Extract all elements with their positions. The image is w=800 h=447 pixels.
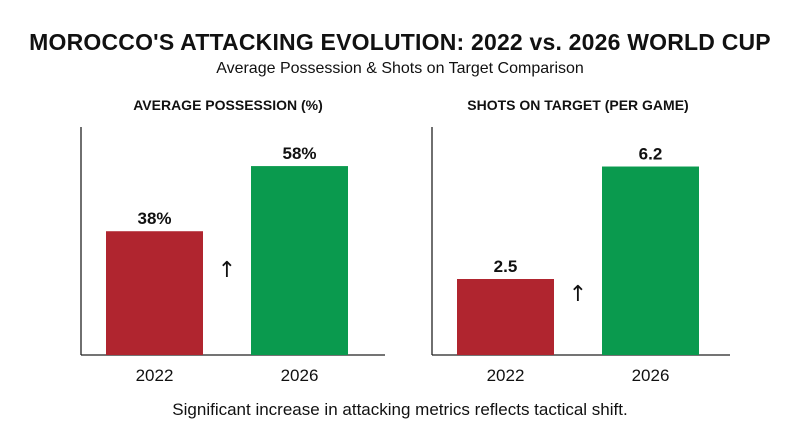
- chart-footnote: Significant increase in attacking metric…: [172, 400, 628, 419]
- panel-2-tick-label-2022: 2022: [487, 366, 525, 385]
- panel-1-tick-label-2026: 2026: [281, 366, 319, 385]
- panel-2-value-label-2022: 2.5: [494, 257, 518, 276]
- chart-title: MOROCCO'S ATTACKING EVOLUTION: 2022 vs. …: [29, 29, 771, 55]
- panel-1-increase-arrow-icon: ↑: [218, 258, 236, 283]
- panel-2-value-label-2026: 6.2: [639, 145, 663, 164]
- panel-2-bar-2022: [457, 279, 554, 355]
- panel-2-increase-arrow-icon: ↑: [569, 282, 587, 307]
- panel-1-value-label-2026: 58%: [282, 144, 316, 163]
- panel-1-value-label-2022: 38%: [137, 209, 171, 228]
- panel-2-tick-label-2026: 2026: [632, 366, 670, 385]
- chart-subtitle: Average Possession & Shots on Target Com…: [216, 60, 584, 77]
- panel-1-tick-label-2022: 2022: [136, 366, 174, 385]
- panel-1-bar-2022: [106, 231, 203, 355]
- panel-2-bar-2026: [602, 166, 699, 355]
- panel-1-title: AVERAGE POSSESSION (%): [133, 97, 323, 113]
- panel-2-title: SHOTS ON TARGET (PER GAME): [467, 97, 688, 113]
- panel-1-bar-2026: [251, 166, 348, 355]
